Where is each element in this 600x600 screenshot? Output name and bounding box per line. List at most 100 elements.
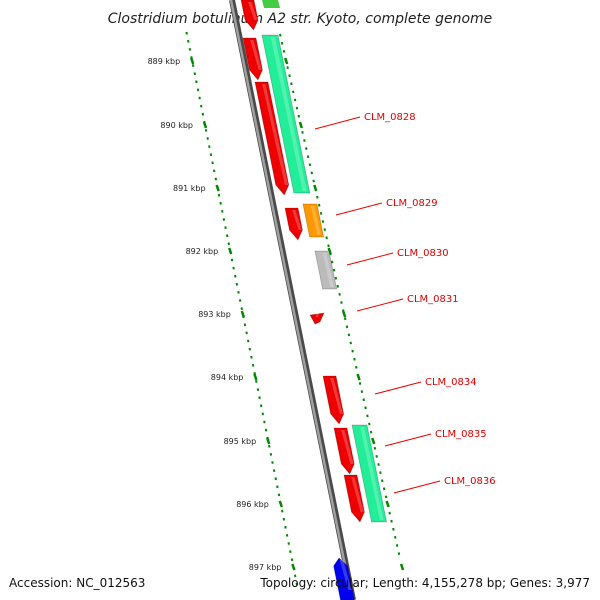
label-leader-line xyxy=(314,116,361,130)
minor-tick-right xyxy=(323,228,326,232)
minor-tick-right xyxy=(392,527,395,531)
gene-highlight xyxy=(322,253,334,287)
gene-highlight xyxy=(262,84,289,185)
gene-highlight xyxy=(250,40,262,70)
minor-tick-left xyxy=(295,582,299,586)
minor-tick-left xyxy=(208,145,211,149)
major-tick-right xyxy=(341,310,347,318)
major-tick-left xyxy=(253,373,258,381)
minor-tick-right xyxy=(319,211,323,215)
tick-label: 889 kbp xyxy=(148,57,181,66)
minor-tick-left xyxy=(272,469,276,473)
minor-tick-left xyxy=(225,234,229,238)
genes xyxy=(240,0,388,600)
minor-tick-right xyxy=(362,398,365,402)
gene-highlight xyxy=(292,210,302,230)
major-tick-left xyxy=(190,57,195,65)
minor-tick-left xyxy=(248,347,252,351)
minor-tick-left xyxy=(222,218,226,221)
minor-tick-left xyxy=(201,112,205,116)
minor-tick-right xyxy=(327,244,330,248)
minor-tick-left xyxy=(191,64,195,68)
minor-tick-right xyxy=(347,333,351,337)
minor-tick-right xyxy=(292,90,295,94)
major-tick-left xyxy=(266,437,271,445)
tick-label: 897 kbp xyxy=(249,563,282,572)
gene-feature xyxy=(333,427,355,475)
minor-tick-left xyxy=(227,242,230,246)
minor-tick-right xyxy=(312,179,315,183)
minor-tick-right xyxy=(345,325,349,329)
minor-tick-left xyxy=(204,128,208,132)
minor-tick-right xyxy=(303,139,306,142)
minor-tick-left xyxy=(261,412,265,416)
minor-tick-right xyxy=(332,268,336,272)
minor-tick-left xyxy=(238,299,242,302)
minor-tick-right xyxy=(279,33,282,37)
minor-tick-left xyxy=(219,201,222,205)
gene-highlight xyxy=(339,560,352,590)
gene-label: CLM_0834 xyxy=(425,377,477,388)
minor-tick-right xyxy=(360,390,364,394)
minor-tick-right xyxy=(286,66,289,70)
label-leader-line xyxy=(346,252,394,266)
major-tick-right xyxy=(327,247,332,255)
minor-tick-right xyxy=(375,454,378,458)
gene-highlight xyxy=(270,37,307,191)
minor-tick-left xyxy=(221,209,224,213)
gene-feature-top xyxy=(262,0,280,8)
gene-highlight xyxy=(330,378,344,414)
minor-tick-left xyxy=(271,461,274,464)
minor-tick-right xyxy=(306,155,310,159)
gene-feature xyxy=(351,424,388,523)
minor-tick-left xyxy=(282,517,286,521)
minor-tick-right xyxy=(282,49,286,53)
minor-tick-right xyxy=(377,463,380,466)
minor-tick-left xyxy=(217,193,221,197)
minor-tick-right xyxy=(293,98,297,102)
gene-labels: CLM_0828 CLM_0829 CLM_0830 CLM_0831 CLM_0834… xyxy=(314,112,496,494)
minor-tick-left xyxy=(289,550,292,554)
minor-tick-left xyxy=(212,169,216,173)
minor-tick-right xyxy=(349,341,352,345)
label-leader-line xyxy=(393,480,441,494)
minor-tick-right xyxy=(330,260,334,264)
tick-label: 890 kbp xyxy=(160,121,193,130)
minor-tick-right xyxy=(297,114,301,118)
minor-tick-right xyxy=(381,479,384,483)
gene-feature xyxy=(333,557,355,600)
accession-label: Accession: NC_012563 xyxy=(9,576,146,590)
gene-feature xyxy=(254,81,290,196)
minor-tick-left xyxy=(185,31,188,35)
minor-tick-left xyxy=(234,274,237,278)
minor-tick-left xyxy=(211,161,214,165)
minor-tick-right xyxy=(338,292,341,296)
minor-tick-right xyxy=(316,195,319,199)
gene-feature xyxy=(302,203,325,238)
minor-tick-left xyxy=(209,153,213,157)
tick-label: 896 kbp xyxy=(236,500,269,509)
minor-tick-right xyxy=(310,171,314,175)
minor-tick-right xyxy=(390,519,393,523)
minor-tick-left xyxy=(196,88,200,92)
gene-label: CLM_0831 xyxy=(407,294,459,305)
tick-label: 891 kbp xyxy=(173,184,206,193)
minor-tick-right xyxy=(317,203,321,207)
major-tick-left xyxy=(291,563,296,571)
minor-tick-left xyxy=(258,396,261,400)
minor-tick-right xyxy=(382,487,386,491)
gene-label: CLM_0835 xyxy=(435,429,487,440)
label-leader-line xyxy=(384,433,432,447)
gene-feature xyxy=(343,474,365,523)
gene-feature xyxy=(322,375,345,425)
minor-tick-left xyxy=(187,39,190,43)
minor-tick-left xyxy=(246,339,250,343)
minor-tick-left xyxy=(188,47,192,51)
gene-highlight xyxy=(341,430,354,464)
minor-tick-left xyxy=(245,331,248,335)
minor-tick-left xyxy=(200,104,203,108)
major-tick-left xyxy=(202,121,208,129)
minor-tick-left xyxy=(251,363,255,367)
minor-tick-left xyxy=(281,509,284,513)
